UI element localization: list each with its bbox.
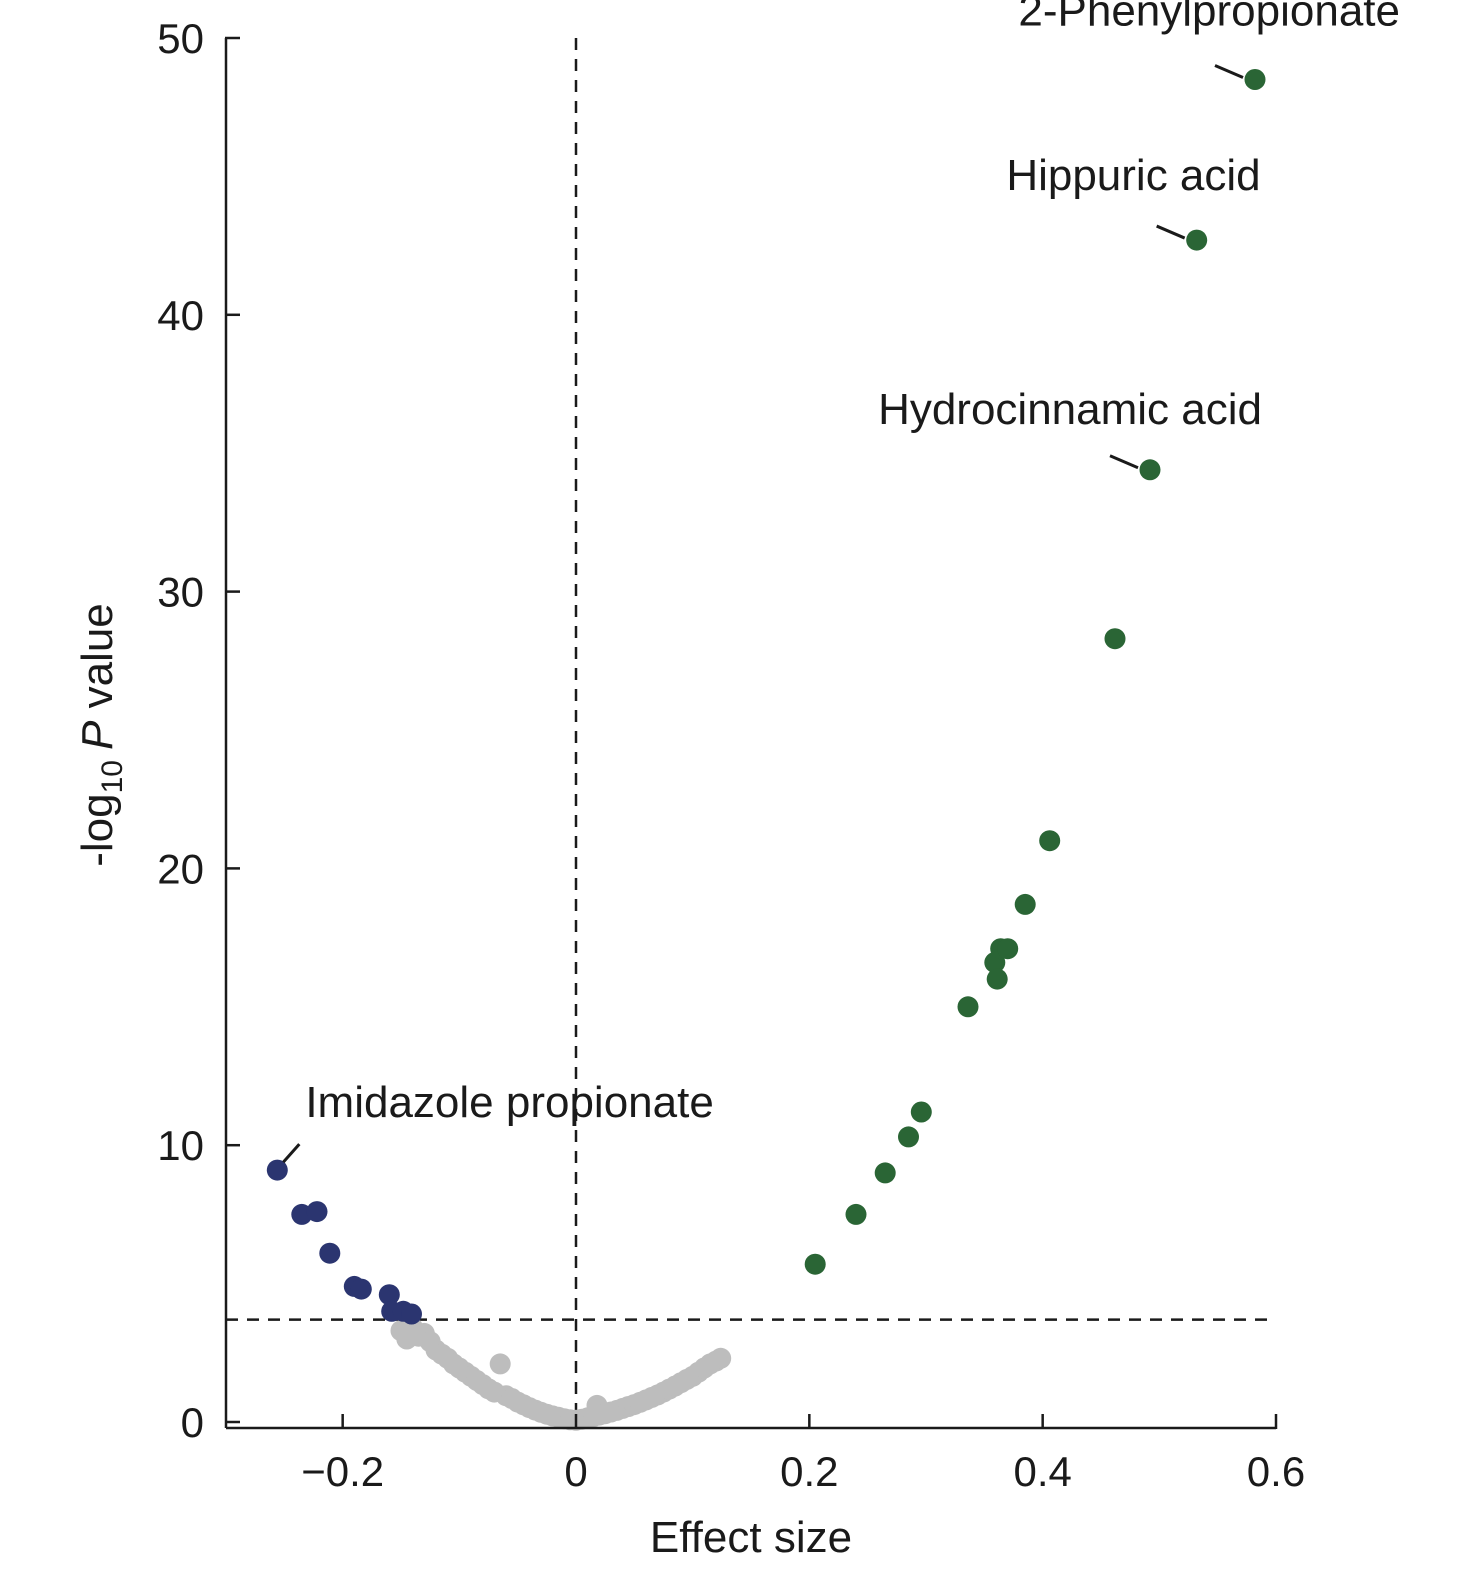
annotation-label-3: Imidazole propionate [305,1078,713,1127]
x-tick-label-0: −0.2 [301,1448,384,1495]
data-points [266,69,1266,1431]
point-nonsignificant-17 [489,1353,511,1375]
point-nonsignificant-56 [710,1347,732,1369]
y-tick-label-0: 0 [181,1399,204,1446]
point-negative-0 [266,1159,288,1181]
point-negative-6 [378,1284,400,1306]
y-axis-label-suffix: value [73,603,122,720]
point-positive-1 [845,1203,867,1225]
annotation-leader-0 [1214,64,1244,79]
x-axis-label: Effect size [650,1513,852,1562]
annotation-leader-3 [282,1143,301,1164]
annotation-label-0: 2-Phenylpropionate [1018,0,1400,36]
annotation-leader-2 [1109,454,1139,470]
series-positive [804,69,1266,1275]
axes: 0 10 20 30 40 50 −0.2 0 0.2 0.4 0.6 [157,15,1305,1495]
point-positive-2 [874,1162,896,1184]
point-negative-9 [401,1303,422,1325]
x-tick-label-2: 0.2 [780,1448,838,1495]
annotation-label-2: Hydrocinnamic acid [878,385,1262,434]
point-positive-13 [1139,459,1161,481]
annotation-leader-1 [1156,224,1186,240]
y-tick-label-5: 50 [157,15,204,62]
reference-lines [226,38,1276,1428]
y-tick-label-2: 20 [157,845,204,892]
annotations: 2-Phenylpropionate Hippuric acid Hydrocinn… [282,0,1400,1164]
x-tick-label-1: 0 [564,1448,587,1495]
y-tick-label-4: 40 [157,292,204,339]
point-positive-10 [1014,893,1036,915]
point-positive-0 [804,1253,826,1275]
y-axis-label-italic: P [73,720,122,750]
point-negative-3 [319,1242,341,1264]
point-positive-7 [986,968,1008,990]
point-positive-9 [997,938,1019,960]
point-positive-12 [1104,628,1126,650]
y-tick-label-3: 30 [157,569,204,616]
point-positive-14 [1186,229,1208,251]
point-negative-5 [350,1278,372,1300]
y-axis-label-prefix: -log [73,793,122,866]
y-tick-label-1: 10 [157,1122,204,1169]
annotation-label-1: Hippuric acid [1006,151,1260,200]
point-positive-11 [1039,830,1061,852]
point-negative-2 [306,1201,328,1223]
y-axis-label: -log10 P value [73,603,129,867]
series-nonsignificant [390,1317,732,1431]
point-positive-4 [910,1101,932,1123]
x-tick-label-4: 0.6 [1247,1448,1305,1495]
series-negative [266,1159,422,1325]
point-positive-3 [898,1126,919,1148]
point-positive-5 [957,996,979,1018]
point-positive-15 [1244,69,1266,90]
x-tick-label-3: 0.4 [1013,1448,1071,1495]
y-axis-label-subscript: 10 [96,760,129,793]
